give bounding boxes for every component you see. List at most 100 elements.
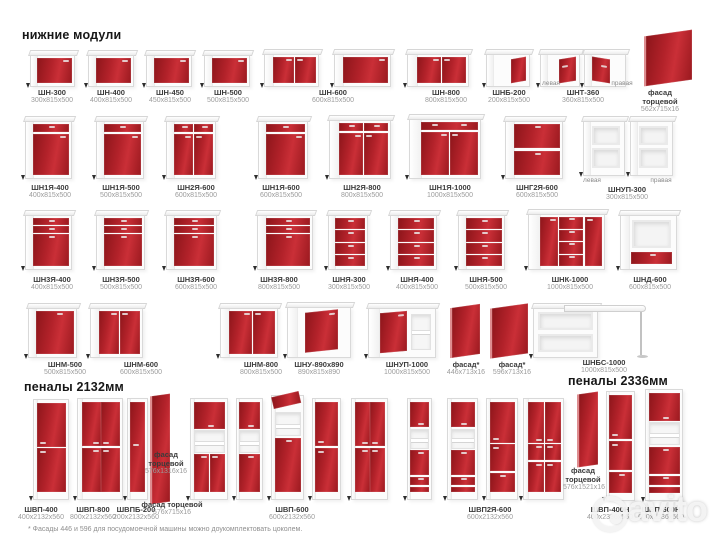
cabinet-illustration xyxy=(482,49,535,88)
leg-foot-marker xyxy=(86,354,90,359)
item-label: фасад торцевой 576х715х16 xyxy=(141,500,203,518)
cabinet-body xyxy=(90,308,143,358)
cabinet-front xyxy=(98,311,140,354)
item-name: фасад торцевой xyxy=(148,450,184,468)
item-label: ШНБ-200 200х815х500 xyxy=(471,88,547,106)
door-handle xyxy=(49,235,56,238)
cabinet-illustration xyxy=(186,397,228,501)
door-handle xyxy=(546,438,553,441)
item-name: ШВП2Я-600 xyxy=(468,505,512,514)
door-front xyxy=(334,255,365,267)
cabinet-front xyxy=(95,58,131,83)
door-handle xyxy=(318,450,325,453)
cabinet-body xyxy=(407,54,469,87)
door-handle xyxy=(192,227,199,230)
item-dims: 576х715х16 xyxy=(152,509,192,516)
leg-foot-marker xyxy=(92,175,96,180)
cabinet-front xyxy=(590,124,622,172)
cabinet-illustration xyxy=(92,210,150,271)
cabinet-illustration xyxy=(405,114,486,180)
leg-foot-marker xyxy=(626,172,630,177)
cabinet-front xyxy=(527,402,562,495)
item-sublabel: правая xyxy=(611,80,633,87)
item-name: ШНЯ-400 xyxy=(400,275,434,284)
item-name: ШНТ-360 xyxy=(566,88,600,97)
cabinet-body xyxy=(486,398,518,500)
door-front xyxy=(450,450,475,476)
item-sublabel: левая xyxy=(542,80,560,87)
cabinet-body xyxy=(88,55,134,87)
item-label: ШН1Я-500 500х815х500 xyxy=(83,183,159,201)
item-label: ШНД-600 600х815х500 xyxy=(612,275,688,293)
item-name: ШВП-800 xyxy=(76,505,110,514)
door-front xyxy=(266,133,305,175)
item-label: фасад* 446х713х16 xyxy=(441,360,491,378)
cabinet-side xyxy=(391,216,399,269)
item-dims: 1000х815х500 xyxy=(427,192,473,199)
leg-foot-marker xyxy=(403,83,407,88)
cabinet-body xyxy=(127,398,148,500)
door-front xyxy=(558,242,584,254)
cabinet-illustration xyxy=(24,303,82,359)
cabinet-illustration xyxy=(330,49,396,88)
item-name: ШВПБ-200 xyxy=(116,505,156,514)
door-front xyxy=(36,311,74,354)
door-front xyxy=(274,438,301,493)
door-front xyxy=(363,132,388,175)
door-handle xyxy=(569,255,576,258)
door-front xyxy=(450,486,475,493)
cabinet-front xyxy=(211,58,247,83)
door-front xyxy=(101,402,120,447)
door-front xyxy=(489,402,515,443)
door-front xyxy=(98,311,119,354)
item-dims: 500х815х500 xyxy=(99,284,143,291)
door-front xyxy=(194,402,225,429)
door-handle xyxy=(348,232,355,235)
door-front xyxy=(95,58,131,83)
cabinet-body xyxy=(368,308,436,358)
cabinet-illustration xyxy=(347,397,388,501)
door-front xyxy=(119,311,140,354)
cabinet-body xyxy=(287,307,351,358)
leg-foot-marker xyxy=(267,496,271,501)
leg-foot-marker xyxy=(162,175,166,180)
door-front xyxy=(420,122,478,131)
open-niche xyxy=(410,428,429,449)
door-handle xyxy=(180,60,186,62)
door-front xyxy=(397,218,434,230)
leg-foot-marker xyxy=(580,83,584,88)
item-label: ШН3Я-800 800х815х500 xyxy=(241,275,317,293)
door-front xyxy=(510,56,526,83)
door-handle xyxy=(482,220,489,222)
door-front xyxy=(194,454,210,493)
cabinet-front xyxy=(174,124,213,175)
door-handle xyxy=(121,220,128,222)
cabinet-body xyxy=(390,215,437,270)
door-handle xyxy=(201,456,208,459)
door-front xyxy=(272,57,295,83)
door-front xyxy=(37,448,66,493)
door-handle xyxy=(561,64,568,68)
door-front xyxy=(294,57,316,83)
item-dims: 200х2132х560 xyxy=(113,514,159,521)
door-front xyxy=(631,251,673,265)
door-front xyxy=(343,57,388,83)
door-handle xyxy=(132,135,138,138)
item-name: ШН3Я-400 xyxy=(33,275,71,284)
door-front xyxy=(591,56,611,84)
cabinet-body xyxy=(28,308,77,358)
door-front xyxy=(103,124,141,133)
door-front xyxy=(129,402,145,493)
cabinet-front xyxy=(297,309,348,354)
door-handle xyxy=(365,134,372,137)
door-front xyxy=(211,58,247,83)
door-handle xyxy=(48,126,55,128)
cabinet-illustration xyxy=(142,50,197,88)
cabinet-body xyxy=(146,55,192,87)
door-front xyxy=(266,225,310,233)
leg-foot-marker xyxy=(364,354,368,359)
door-front xyxy=(193,124,213,133)
item-label: фасад торцевой 576х1316х16 xyxy=(137,450,195,477)
door-front xyxy=(410,486,429,493)
item-label: ШНЯ-400 400х815х500 xyxy=(379,275,455,293)
